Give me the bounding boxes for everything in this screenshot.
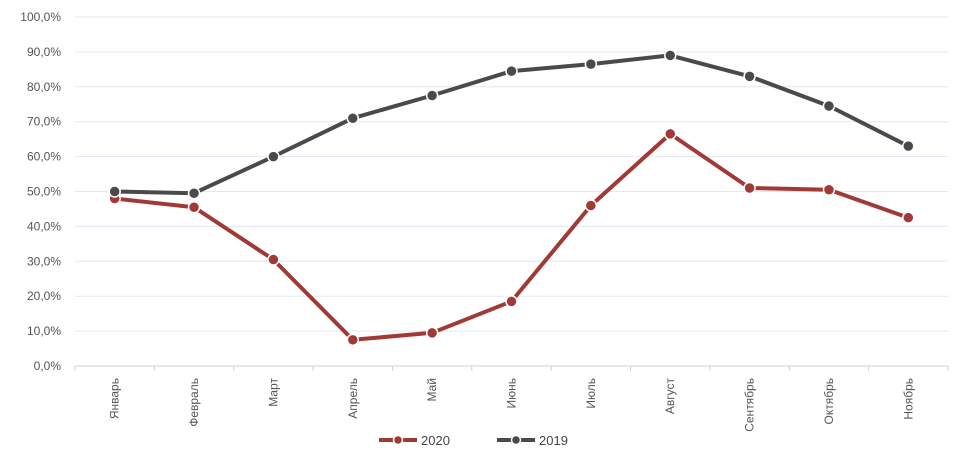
legend-item-2019: 2019 <box>497 433 568 448</box>
legend-item-2020: 2020 <box>379 433 450 448</box>
data-point <box>425 326 439 340</box>
data-point <box>425 89 439 102</box>
data-point <box>505 295 518 308</box>
x-tick-label: Март <box>266 378 280 407</box>
series-line <box>112 131 911 342</box>
x-tick-label: Июль <box>584 378 598 409</box>
x-tick-label: Май <box>425 378 439 402</box>
data-point <box>584 57 598 71</box>
data-point <box>584 199 598 212</box>
x-tick-label: Сентябрь <box>743 378 757 432</box>
y-axis-ticks: 0,0% 10,0% 20,0% 30,0% 40,0% 50,0% 60,0% 70,0% 8… <box>20 10 61 373</box>
x-tick-label: Ноябрь <box>901 378 915 420</box>
x-tick-label: Февраль <box>187 378 201 427</box>
data-point <box>346 111 360 125</box>
data-point <box>505 64 518 78</box>
data-point <box>743 181 756 195</box>
series-2019 <box>108 49 915 200</box>
data-point <box>902 211 915 224</box>
data-point <box>663 127 677 141</box>
y-tick-label: 100,0% <box>20 10 61 24</box>
data-point <box>187 200 201 214</box>
y-tick-label: 90,0% <box>27 45 61 59</box>
data-point <box>822 99 836 113</box>
x-tick-label: Июнь <box>505 378 519 409</box>
data-point <box>108 185 121 198</box>
x-axis-ticks: Январь Февраль Март Апрель Май Июнь Июль Август… <box>108 378 916 432</box>
y-tick-label: 70,0% <box>27 115 61 129</box>
x-tick-label: Октябрь <box>822 378 836 425</box>
legend-swatch-marker <box>392 434 404 446</box>
legend-label: 2020 <box>421 433 450 448</box>
y-tick-label: 30,0% <box>27 254 61 268</box>
x-tick-label: Август <box>663 378 677 415</box>
y-tick-label: 0,0% <box>34 359 62 373</box>
data-point <box>267 150 280 163</box>
gridlines <box>74 16 949 371</box>
x-tick-label: Январь <box>108 378 122 419</box>
x-tick-label: Апрель <box>346 378 360 419</box>
series-lines <box>108 49 915 347</box>
legend: 2020 2019 <box>379 433 568 448</box>
data-point <box>346 333 360 347</box>
data-point <box>822 183 836 197</box>
y-tick-label: 50,0% <box>27 185 61 199</box>
y-tick-label: 20,0% <box>27 289 61 303</box>
data-point <box>187 186 201 200</box>
data-point <box>663 49 677 62</box>
y-tick-label: 80,0% <box>27 80 61 94</box>
y-tick-label: 40,0% <box>27 219 61 233</box>
data-point <box>902 139 915 153</box>
data-point <box>743 70 756 83</box>
y-tick-label: 60,0% <box>27 150 61 164</box>
legend-label: 2019 <box>539 433 568 448</box>
data-point <box>267 253 280 266</box>
legend-swatch-marker <box>510 434 522 446</box>
y-tick-label: 10,0% <box>27 324 61 338</box>
series-2020 <box>108 127 915 347</box>
